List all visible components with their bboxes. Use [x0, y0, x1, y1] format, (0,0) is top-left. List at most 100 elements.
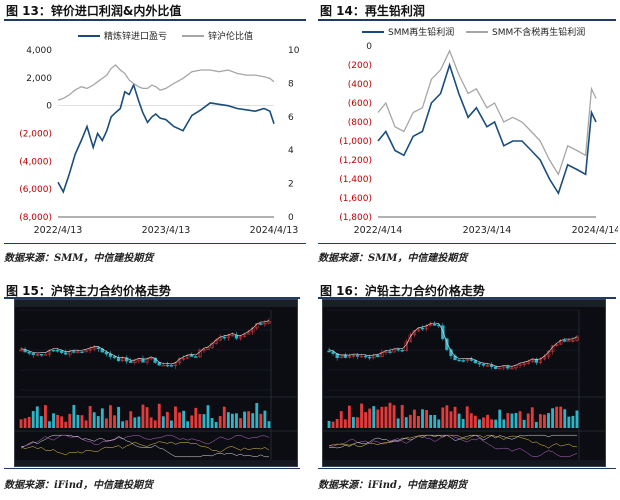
terminal-volume-bar — [43, 405, 47, 428]
terminal-candle-body — [327, 350, 331, 353]
fig14-title: 图 14：再生铅利润 — [320, 4, 425, 18]
fig13-bottom-rule — [4, 243, 306, 244]
fig13-right-tick-label: 4 — [288, 146, 294, 156]
terminal-volume-bar — [84, 420, 88, 428]
terminal-candle-body — [485, 365, 490, 367]
fig14-chart: 0 (200) (400) (600) (800) (1,000) (1,200) (1,40… — [339, 26, 618, 236]
terminal-volume-bar — [52, 413, 55, 428]
terminal-volume-bar — [230, 413, 234, 428]
fig13-right-tick-label: 10 — [288, 46, 300, 56]
terminal-candle-body — [465, 359, 469, 361]
terminal-volume-bar — [267, 421, 271, 428]
terminal-volume-bar — [182, 410, 186, 428]
fig14-legend-label: SMM再生铅利润 — [388, 26, 454, 38]
terminal-volume-bar — [190, 415, 194, 428]
fig13-x-tick-label: 2023/4/13 — [142, 225, 191, 236]
fig13-right-tick-label: 2 — [288, 180, 294, 190]
terminal-volume-bar — [23, 418, 27, 428]
terminal-volume-bar — [117, 406, 121, 428]
terminal-volume-bar — [48, 421, 51, 428]
terminal-candle-body — [396, 348, 400, 351]
terminal-volume-bar — [104, 418, 108, 428]
terminal-candle-body — [510, 367, 514, 370]
fig14-left-tick-label: (1,000) — [339, 137, 372, 147]
terminal-candle-body — [263, 322, 267, 325]
terminal-volume-bar — [400, 404, 404, 428]
terminal-volume-bar — [141, 404, 145, 428]
terminal-candle-body — [76, 351, 80, 354]
terminal-volume-bar — [206, 405, 210, 428]
terminal-volume-bar — [372, 406, 376, 428]
fig15-terminal-screenshot — [14, 299, 298, 467]
terminal-candle-body — [198, 349, 202, 358]
terminal-volume-bar — [417, 416, 420, 428]
terminal-candle-body — [518, 363, 522, 366]
terminal-candle-body — [206, 347, 210, 350]
terminal-candle-body — [157, 362, 161, 366]
terminal-volume-bar — [543, 414, 546, 428]
terminal-volume-bar — [121, 421, 125, 428]
terminal-indicator-line — [20, 441, 270, 456]
terminal-volume-bar — [457, 413, 461, 428]
terminal-volume-bar — [92, 412, 96, 428]
fig14-x-tick-label: 2022/4/14 — [354, 225, 403, 236]
terminal-candle-body — [441, 325, 445, 340]
terminal-candle-body — [23, 349, 27, 353]
terminal-candle-body — [420, 327, 425, 330]
terminal-candle-body — [331, 351, 335, 354]
terminal-volume-bar — [198, 414, 202, 428]
fig13-title-rule — [4, 19, 306, 21]
terminal-candle-body — [80, 351, 84, 354]
terminal-volume-bar — [157, 403, 161, 428]
terminal-candle-body — [368, 356, 372, 359]
terminal-candle-body — [55, 349, 60, 352]
terminal-volume-bar — [469, 413, 473, 428]
terminal-candle-body — [347, 355, 352, 358]
fig13-source: 数据来源：SMM，中信建投期货 — [4, 253, 154, 264]
terminal-candle-body — [190, 355, 194, 357]
terminal-volume-bar — [563, 409, 567, 428]
fig14-left-tick-label: (1,600) — [339, 194, 372, 204]
fig13-series-line-1 — [57, 64, 275, 101]
terminal-volume-bar — [239, 418, 242, 428]
terminal-volume-bar — [129, 411, 133, 428]
terminal-volume-bar — [96, 416, 100, 428]
fig13-right-tick-label: 0 — [288, 213, 294, 223]
terminal-candle-body — [177, 358, 182, 364]
terminal-volume-bar — [567, 416, 571, 428]
terminal-volume-bar — [429, 414, 433, 428]
fig13-left-tick-label: 0 — [46, 102, 52, 112]
terminal-candle-body — [498, 367, 502, 370]
terminal-candle-body — [129, 360, 133, 363]
fig16-source: 数据来源：iFind，中信建投期货 — [318, 480, 467, 491]
terminal-date-strip — [323, 460, 605, 466]
fig15-bottom-rule — [4, 468, 300, 469]
fig13-legend-label: 精炼锌进口盈亏 — [104, 30, 167, 42]
fig13-x-tick-label: 2024/4/13 — [250, 225, 299, 236]
fig14-legend-label: SMM不含税再生铅利润 — [492, 26, 585, 38]
terminal-candle-body — [149, 357, 153, 360]
terminal-volume-bar — [255, 402, 259, 428]
fig14-left-tick-label: (1,200) — [339, 156, 372, 166]
fig14-x-tick-label: 2023/4/14 — [463, 225, 512, 236]
terminal-candle-body — [137, 358, 141, 362]
terminal-candle-body — [563, 340, 567, 342]
terminal-volume-bar — [31, 411, 35, 428]
terminal-volume-bar — [530, 407, 534, 428]
terminal-volume-bar — [174, 406, 177, 428]
terminal-volume-bar — [259, 413, 263, 428]
terminal-volume-bar — [477, 419, 481, 428]
terminal-volume-bar — [88, 405, 92, 428]
terminal-volume-bar — [494, 419, 498, 428]
terminal-candle-body — [457, 359, 461, 362]
terminal-candle-body — [238, 336, 243, 339]
fig14-x-tick-label: 2024/4/14 — [572, 225, 618, 236]
terminal-candle-body — [84, 349, 88, 353]
terminal-candle-body — [116, 357, 121, 362]
terminal-volume-bar — [343, 419, 347, 428]
terminal-candle-body — [104, 351, 109, 355]
terminal-candle-body — [359, 355, 364, 358]
terminal-volume-bar — [178, 412, 181, 428]
fig16-bottom-rule — [318, 468, 616, 469]
terminal-volume-bar — [408, 414, 412, 428]
